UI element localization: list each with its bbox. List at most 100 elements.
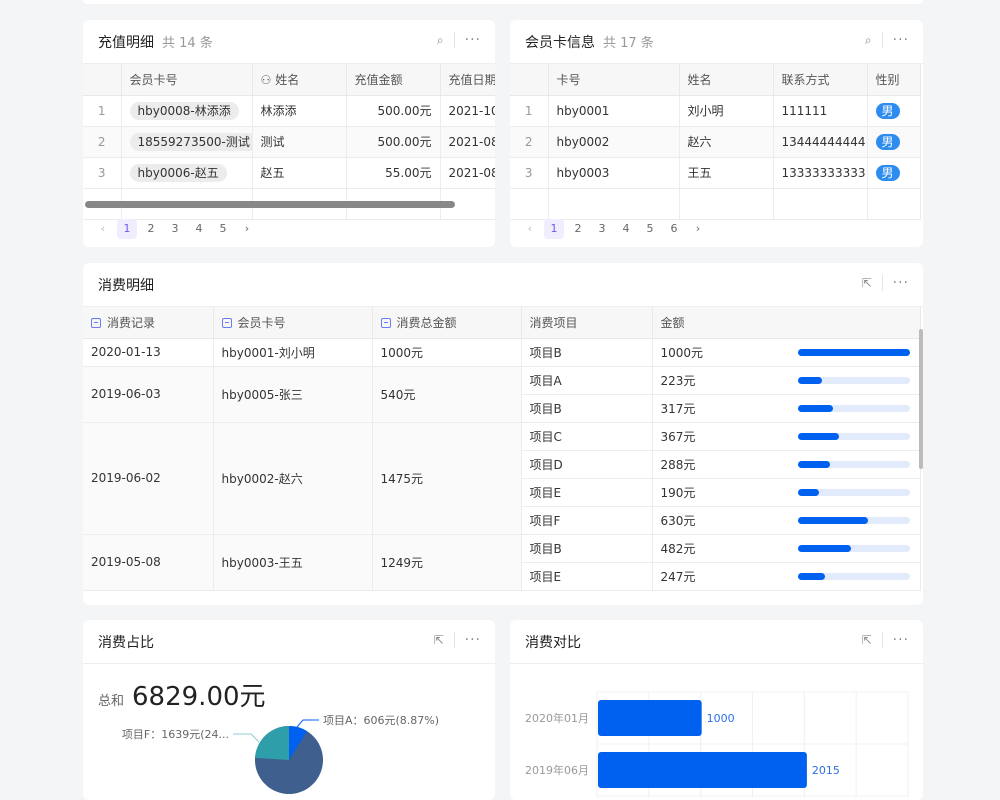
search-icon[interactable]: ⌕ bbox=[436, 32, 444, 47]
bar[interactable] bbox=[598, 752, 807, 788]
collapse-icon[interactable] bbox=[221, 317, 232, 328]
column-header[interactable]: 充值日期 bbox=[440, 64, 495, 96]
page-3-button[interactable]: 3 bbox=[598, 222, 606, 235]
page-1-button[interactable]: 1 bbox=[117, 219, 137, 239]
item-amount: 1000元 bbox=[660, 345, 704, 360]
table-row[interactable]: 项目E 247元 bbox=[83, 562, 921, 591]
table-cell: 3 bbox=[83, 157, 122, 189]
table-row[interactable]: 2019-06-02 hby0002-赵六 1475元 项目C 367元 bbox=[83, 422, 921, 535]
column-header-label: 消费项目 bbox=[529, 315, 578, 330]
table-row[interactable]: 3 hby0003 王五 13333333333 男 bbox=[510, 157, 921, 189]
table-row[interactable]: 2 hby0002 赵六 13444444444 男 bbox=[510, 126, 921, 158]
amount-bar-fill bbox=[797, 348, 910, 356]
prev-page-button[interactable]: ‹ bbox=[100, 222, 106, 235]
table-cell: hby0001-刘小明 bbox=[213, 338, 373, 367]
table-row[interactable]: 2019-06-03 hby0005-张三 540元 项目A 223元 bbox=[83, 366, 921, 423]
column-header[interactable]: 会员卡号 bbox=[213, 307, 373, 339]
bar[interactable] bbox=[598, 700, 702, 736]
page-4-button[interactable]: 4 bbox=[195, 222, 203, 235]
horizontal-scrollbar[interactable] bbox=[85, 201, 455, 208]
more-icon[interactable]: ··· bbox=[892, 632, 909, 648]
table-row[interactable]: 2020-01-13 hby0001-刘小明 1000元 项目B 1000元 bbox=[83, 338, 921, 367]
pie-slice-f[interactable] bbox=[255, 726, 289, 760]
next-page-button[interactable]: › bbox=[244, 222, 250, 235]
page-4-button[interactable]: 4 bbox=[622, 222, 630, 235]
table-row[interactable]: 3 hby0006-赵五 赵五 55.00元 2021-08 bbox=[83, 157, 495, 189]
amount-bar bbox=[797, 460, 910, 468]
table-row[interactable]: 项目D 288元 bbox=[83, 450, 921, 479]
column-header[interactable]: 金额 bbox=[652, 307, 921, 339]
table-row[interactable]: 1 hby0001 刘小明 111111 男 bbox=[510, 95, 921, 127]
gender-badge: 男 bbox=[875, 134, 900, 150]
collapse-icon[interactable] bbox=[380, 317, 391, 328]
next-page-button[interactable]: › bbox=[695, 222, 701, 235]
divider bbox=[453, 32, 455, 48]
column-header[interactable]: ⚇ 姓名 bbox=[252, 64, 347, 96]
table-row[interactable]: 项目E 190元 bbox=[83, 478, 921, 507]
page-2-button[interactable]: 2 bbox=[147, 222, 155, 235]
collapse-icon[interactable] bbox=[91, 317, 101, 328]
column-header[interactable] bbox=[510, 64, 549, 96]
table-cell: 王五 bbox=[679, 157, 774, 189]
more-icon[interactable]: ··· bbox=[892, 32, 909, 48]
members-table: 卡号 姓名 联系方式 性别 1 hby0001 刘小明 111111 男 2 hby0002 赵六 13… bbox=[510, 64, 921, 220]
table-row[interactable]: 1 hby0008-林添添 林添添 500.00元 2021-10 bbox=[83, 95, 495, 127]
item-name: 项目E bbox=[529, 485, 562, 500]
cell-value: hby0002 bbox=[556, 134, 610, 149]
table-cell: 1000元 bbox=[652, 338, 921, 367]
expand-icon[interactable]: ⇱ bbox=[861, 633, 872, 647]
table-cell: 13444444444 bbox=[773, 126, 868, 158]
table-row[interactable]: 2 18559273500-测试 测试 500.00元 2021-08 bbox=[83, 126, 496, 158]
page-6-button[interactable]: 6 bbox=[670, 222, 678, 235]
column-header[interactable]: 充值金额 bbox=[346, 64, 441, 96]
cell-value: 2021-08 bbox=[448, 134, 496, 149]
table-cell: 1 bbox=[510, 95, 549, 127]
cell-value: 1475元 bbox=[380, 471, 424, 486]
page-2-button[interactable]: 2 bbox=[574, 222, 582, 235]
table-cell: hby0008-林添添 bbox=[121, 95, 253, 127]
cell-value: 赵五 bbox=[260, 166, 285, 180]
empty-row bbox=[83, 188, 495, 220]
column-header[interactable] bbox=[83, 64, 122, 96]
column-header[interactable]: 会员卡号 bbox=[121, 64, 253, 96]
column-header[interactable]: 消费总金额 bbox=[372, 307, 522, 339]
table-row[interactable]: 项目B 317元 bbox=[83, 394, 921, 423]
search-icon[interactable]: ⌕ bbox=[864, 32, 872, 47]
more-icon[interactable]: ··· bbox=[892, 275, 909, 291]
table-cell bbox=[773, 188, 868, 220]
table-cell: 项目B bbox=[521, 534, 653, 563]
page-3-button[interactable]: 3 bbox=[171, 222, 179, 235]
divider bbox=[453, 632, 455, 648]
table-row[interactable]: 项目F 630元 bbox=[83, 506, 921, 535]
column-header[interactable]: 姓名 bbox=[679, 64, 774, 96]
table-cell: hby0003 bbox=[548, 157, 680, 189]
prev-page-button[interactable]: ‹ bbox=[527, 222, 533, 235]
page-5-button[interactable]: 5 bbox=[646, 222, 654, 235]
cell-value: hby0001-刘小明 bbox=[221, 345, 315, 360]
pie-slice-a[interactable] bbox=[289, 726, 307, 760]
divider bbox=[881, 632, 883, 648]
more-icon[interactable]: ··· bbox=[464, 632, 481, 648]
pagination: ‹ 1 2 3 4 5 6 › bbox=[520, 219, 708, 239]
column-header[interactable]: 性别 bbox=[867, 64, 921, 96]
vertical-scrollbar[interactable] bbox=[919, 329, 923, 469]
table-row[interactable]: 2019-05-08 hby0003-王五 1249元 项目B 482元 bbox=[83, 534, 921, 591]
column-header[interactable]: 消费项目 bbox=[521, 307, 653, 339]
page-5-button[interactable]: 5 bbox=[219, 222, 227, 235]
column-header[interactable]: 消费记录 bbox=[83, 307, 214, 339]
expand-icon[interactable]: ⇱ bbox=[433, 633, 444, 647]
panel-title: 消费对比 bbox=[525, 634, 581, 651]
item-name: 项目A bbox=[529, 373, 562, 388]
more-icon[interactable]: ··· bbox=[464, 32, 481, 48]
cell-value: hby0002-赵六 bbox=[221, 471, 303, 486]
page-1-button[interactable]: 1 bbox=[544, 219, 564, 239]
column-header[interactable]: 联系方式 bbox=[773, 64, 868, 96]
table-cell: 2021-10 bbox=[440, 95, 495, 127]
consume-panel: 消费明细 ⇱ ··· 消费记录 会员卡号 消费总金额 消费项目 金额 2020-01-13 h… bbox=[83, 263, 923, 605]
table-cell: 482元 bbox=[652, 534, 921, 563]
table-cell: 247元 bbox=[652, 562, 921, 591]
column-header[interactable]: 卡号 bbox=[548, 64, 680, 96]
bar-chart: 2020年01月 1000 2019年06月 2015 bbox=[525, 691, 909, 798]
table-cell: 林添添 bbox=[252, 95, 347, 127]
expand-icon[interactable]: ⇱ bbox=[861, 276, 872, 290]
